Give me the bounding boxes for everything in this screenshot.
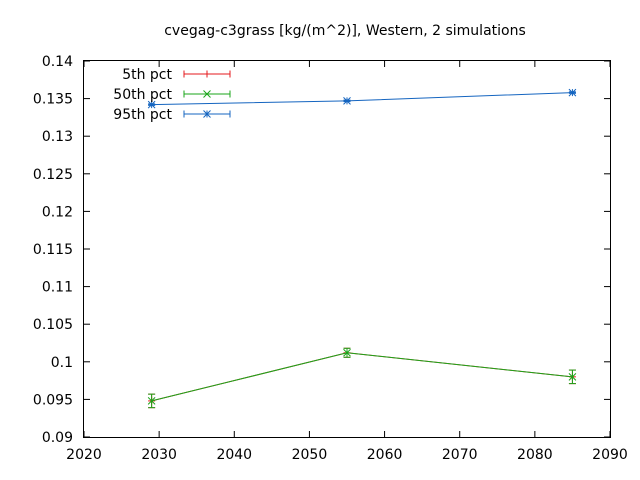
y-tick-label: 0.13 xyxy=(42,129,73,145)
series-3 xyxy=(147,88,577,109)
legend-marker xyxy=(203,110,211,118)
y-tick-label: 0.105 xyxy=(33,317,73,333)
y-tick-label: 0.12 xyxy=(42,204,73,220)
y-tick-label: 0.135 xyxy=(33,92,73,108)
x-tick-label: 2070 xyxy=(442,447,478,463)
series-line xyxy=(151,352,573,402)
y-tick-label: 0.14 xyxy=(42,54,73,70)
y-tick-label: 0.115 xyxy=(33,242,73,258)
y-tick-label: 0.095 xyxy=(33,392,73,408)
x-tick-label: 2080 xyxy=(517,447,553,463)
data-point xyxy=(147,100,156,109)
plot-frame xyxy=(83,60,611,438)
legend-item: 5th pct xyxy=(122,67,231,83)
y-tick-label: 0.09 xyxy=(42,430,73,446)
legend-item: 95th pct xyxy=(113,107,231,123)
data-point xyxy=(343,348,351,357)
data-point xyxy=(568,372,577,381)
legend-label: 5th pct xyxy=(122,67,172,83)
chart-title: cvegag-c3grass [kg/(m^2)], Western, 2 si… xyxy=(164,23,526,39)
series-2 xyxy=(147,347,577,409)
series-1 xyxy=(148,347,576,409)
x-tick-label: 2090 xyxy=(592,447,628,463)
y-tick-label: 0.1 xyxy=(51,355,73,371)
series-line xyxy=(151,352,573,402)
x-tick-label: 2030 xyxy=(141,447,177,463)
y-tick-label: 0.125 xyxy=(33,167,73,183)
x-tick-label: 2040 xyxy=(216,447,252,463)
y-tick-label: 0.11 xyxy=(42,280,73,296)
data-point xyxy=(343,97,351,105)
legend-marker xyxy=(203,70,211,78)
data-point xyxy=(568,88,577,97)
legend-item: 50th pct xyxy=(113,87,231,103)
x-tick-label: 2020 xyxy=(66,447,102,463)
x-tick-label: 2060 xyxy=(367,447,403,463)
legend-label: 50th pct xyxy=(113,87,172,103)
x-tick-label: 2050 xyxy=(292,447,328,463)
legend-marker xyxy=(203,90,211,98)
legend-label: 95th pct xyxy=(113,107,172,123)
data-point xyxy=(147,397,156,405)
